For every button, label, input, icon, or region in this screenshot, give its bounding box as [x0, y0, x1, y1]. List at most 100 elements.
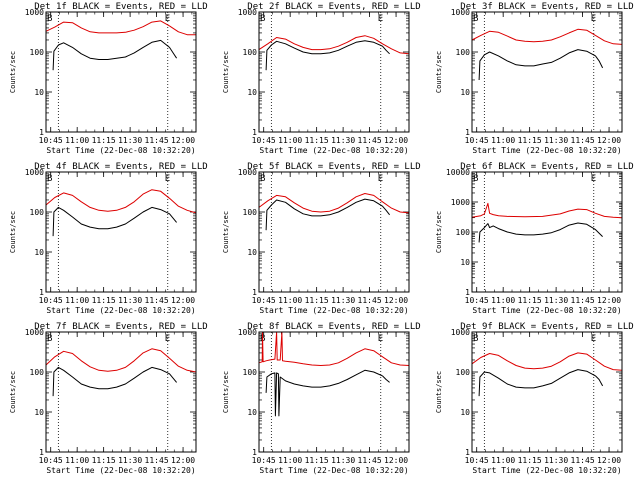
x-tick-label: 11:30	[544, 136, 568, 145]
x-tick-label: 12:00	[171, 136, 195, 145]
x-axis-label: Start Time (22-Dec-08 10:32:20)	[259, 306, 408, 315]
y-tick-label: 10	[460, 88, 470, 97]
begin-marker-label: B	[260, 14, 265, 24]
x-tick-label: 11:00	[65, 136, 89, 145]
y-tick-label: 100	[456, 228, 471, 237]
x-tick-label: 11:45	[358, 296, 382, 305]
panel-title: Det 3f BLACK = Events, RED = LLD	[460, 2, 633, 12]
y-tick-label: 1000	[25, 168, 44, 177]
y-tick-label: 1	[252, 448, 257, 457]
detector-panel: Det 1f BLACK = Events, RED = LLD 1 10 100 10…	[9, 2, 208, 155]
lld-series-line	[45, 348, 197, 373]
plot-frame	[471, 331, 623, 453]
end-marker-label: E	[165, 14, 170, 24]
plot-frame	[45, 11, 197, 133]
x-axis-label: Start Time (22-Dec-08 10:32:20)	[472, 466, 621, 475]
y-axis-label: Counts/sec	[435, 211, 443, 253]
x-tick-label: 11:15	[305, 136, 329, 145]
plot-frame	[258, 11, 410, 133]
x-tick-label: 12:00	[384, 136, 408, 145]
detector-panel: Det 4f BLACK = Events, RED = LLD 1 10 100 10…	[9, 162, 208, 315]
lld-series-line	[258, 35, 410, 55]
x-tick-label: 11:00	[491, 456, 515, 465]
x-tick-label: 12:00	[597, 456, 621, 465]
y-tick-label: 10	[34, 88, 44, 97]
events-series-line	[478, 49, 604, 81]
x-tick-label: 11:30	[544, 296, 568, 305]
end-marker-label: E	[378, 174, 383, 184]
x-axis-label: Start Time (22-Dec-08 10:32:20)	[259, 466, 408, 475]
plot-frame	[45, 331, 197, 453]
y-tick-label: 100	[456, 368, 471, 377]
panel-title: Det 4f BLACK = Events, RED = LLD	[34, 162, 207, 172]
end-marker-label: E	[378, 334, 383, 344]
x-tick-label: 11:00	[278, 136, 302, 145]
end-marker-label: E	[591, 334, 596, 344]
x-tick-label: 11:45	[571, 296, 595, 305]
y-tick-label: 100	[30, 368, 45, 377]
end-marker-label: E	[378, 14, 383, 24]
x-tick-label: 11:30	[331, 296, 355, 305]
detector-panel: Det 7f BLACK = Events, RED = LLD 1 10 100 10…	[9, 322, 208, 475]
x-tick-label: 11:30	[118, 296, 142, 305]
x-tick-label: 10:45	[465, 456, 489, 465]
x-tick-label: 10:45	[252, 456, 276, 465]
y-tick-label: 10	[460, 258, 470, 267]
panel-title: Det 6f BLACK = Events, RED = LLD	[460, 162, 633, 172]
x-tick-label: 12:00	[171, 456, 195, 465]
events-series-line	[52, 39, 178, 71]
y-axis-label: Counts/sec	[222, 51, 230, 93]
panel-title: Det 9f BLACK = Events, RED = LLD	[460, 322, 633, 332]
events-series-line	[52, 366, 177, 397]
events-series-line	[265, 369, 390, 417]
y-tick-label: 1	[39, 288, 44, 297]
begin-marker-label: B	[47, 334, 52, 344]
x-tick-label: 10:45	[252, 296, 276, 305]
y-tick-label: 1000	[238, 328, 257, 337]
panel-title: Det 8f BLACK = Events, RED = LLD	[247, 322, 420, 332]
detector-panel: Det 9f BLACK = Events, RED = LLD 1 10 100 10…	[435, 322, 634, 475]
y-tick-label: 1	[465, 288, 470, 297]
plot-frame	[471, 11, 623, 133]
begin-marker-label: B	[47, 174, 52, 184]
x-axis-label: Start Time (22-Dec-08 10:32:20)	[472, 306, 621, 315]
panel-title: Det 1f BLACK = Events, RED = LLD	[34, 2, 207, 12]
panel-title: Det 7f BLACK = Events, RED = LLD	[34, 322, 207, 332]
plot-frame	[471, 171, 623, 293]
x-tick-label: 11:15	[92, 296, 116, 305]
x-axis-label: Start Time (22-Dec-08 10:32:20)	[46, 146, 195, 155]
x-tick-label: 11:00	[65, 456, 89, 465]
begin-marker-label: B	[473, 14, 478, 24]
events-series-line	[478, 369, 604, 397]
y-tick-label: 100	[30, 208, 45, 217]
x-tick-label: 11:00	[65, 296, 89, 305]
x-axis-label: Start Time (22-Dec-08 10:32:20)	[46, 466, 195, 475]
y-tick-label: 1	[465, 128, 470, 137]
y-tick-label: 10	[247, 248, 257, 257]
y-axis-label: Counts/sec	[9, 371, 17, 413]
end-marker-label: E	[165, 334, 170, 344]
y-tick-label: 100	[243, 48, 258, 57]
detector-panel: Det 5f BLACK = Events, RED = LLD 1 10 100 10…	[222, 162, 421, 315]
begin-marker-label: B	[260, 174, 265, 184]
x-tick-label: 11:00	[491, 136, 515, 145]
end-marker-label: E	[591, 14, 596, 24]
events-series-line	[52, 206, 177, 237]
x-axis-label: Start Time (22-Dec-08 10:32:20)	[259, 146, 408, 155]
x-tick-label: 11:45	[571, 456, 595, 465]
plot-frame	[258, 171, 410, 293]
x-tick-label: 10:45	[39, 296, 63, 305]
lld-series-line	[471, 28, 623, 45]
x-tick-label: 12:00	[597, 136, 621, 145]
lld-series-line	[471, 352, 623, 371]
y-tick-label: 10	[34, 248, 44, 257]
x-tick-label: 11:30	[544, 456, 568, 465]
x-tick-label: 11:30	[118, 456, 142, 465]
y-tick-label: 1000	[25, 8, 44, 17]
y-tick-label: 10	[247, 88, 257, 97]
y-tick-label: 1000	[451, 328, 470, 337]
plot-frame	[45, 171, 197, 293]
x-tick-label: 11:15	[518, 456, 542, 465]
x-tick-label: 10:45	[39, 456, 63, 465]
